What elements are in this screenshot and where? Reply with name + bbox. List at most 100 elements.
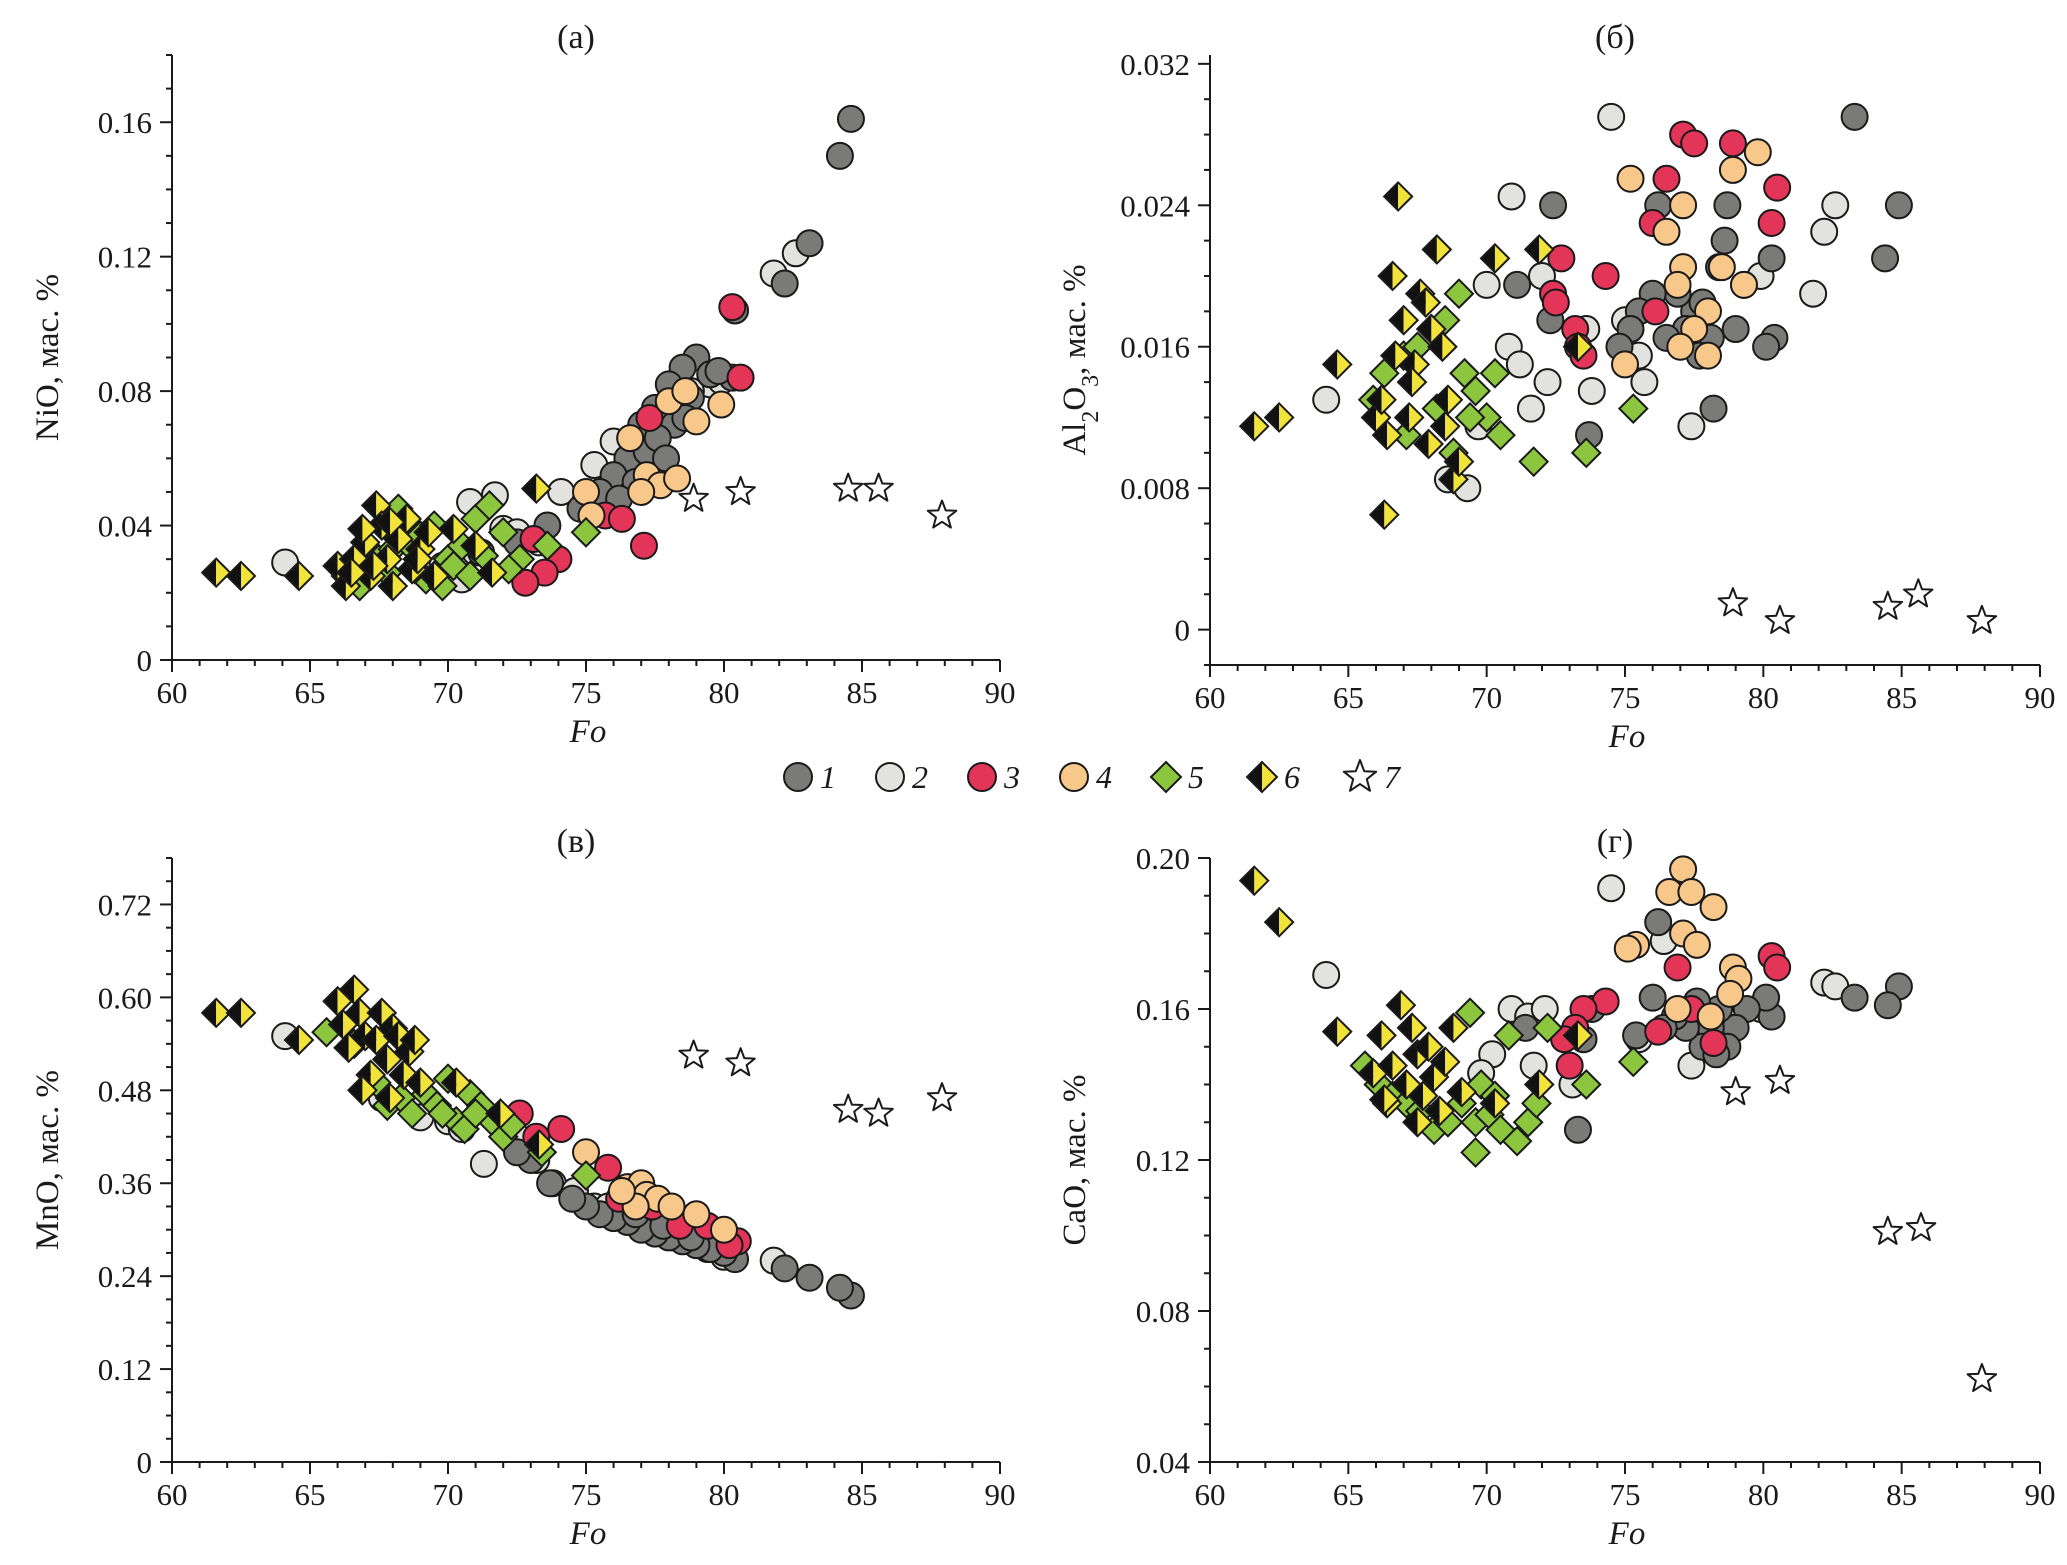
y-tick-label: 0.04 <box>1136 1445 1191 1480</box>
data-point-series-2 <box>1533 368 1562 397</box>
chart-panel-b: 60 65 70 75 80 85 90 0 0.008 0.016 0.024 0.032 Fo Al2… <box>1057 19 2056 755</box>
data-point-series-2 <box>1312 385 1341 414</box>
data-point-series-1 <box>1873 991 1902 1020</box>
data-point-series-4 <box>1666 332 1695 361</box>
y-axis-title: Al2O3, мас. % <box>1057 264 1104 455</box>
data-point-series-6 <box>476 557 508 589</box>
data-point-series-2 <box>1597 874 1626 903</box>
data-point-series-4 <box>1743 138 1772 167</box>
data-point-series-4 <box>1696 1002 1725 1031</box>
data-point-series-3 <box>547 1115 576 1144</box>
data-point-series-6 <box>1410 287 1442 318</box>
legend-item-2: 2 <box>875 759 928 795</box>
data-point-series-6 <box>460 530 492 562</box>
data-point-series-3 <box>1547 244 1576 273</box>
legend-label: 3 <box>1003 759 1020 795</box>
data-point-series-3 <box>1757 208 1786 237</box>
x-tick-label: 65 <box>1333 680 1364 715</box>
data-point-series-6 <box>1402 1106 1433 1138</box>
data-point-series-4 <box>710 1215 738 1244</box>
data-point-series-1 <box>795 1263 824 1292</box>
x-tick-label: 75 <box>571 675 602 710</box>
y-tick-label: 0.04 <box>98 509 153 544</box>
data-point-series-2 <box>1597 102 1626 131</box>
x-tick-label: 75 <box>1610 1477 1641 1512</box>
data-point-series-6 <box>1407 1080 1439 1112</box>
data-point-series-7 <box>678 482 709 512</box>
data-point-series-5 <box>1518 446 1550 478</box>
data-point-series-2 <box>1497 182 1526 211</box>
legend-item-7: 7 <box>1342 759 1402 795</box>
data-point-series-6 <box>523 1129 555 1160</box>
data-point-series-6 <box>1238 865 1270 897</box>
data-point-series-7 <box>926 1082 958 1112</box>
data-point-series-2 <box>1577 376 1606 405</box>
data-point-series-5 <box>1479 357 1511 389</box>
data-point-series-2 <box>1810 217 1839 246</box>
data-point-series-6 <box>1396 1012 1428 1044</box>
data-point-series-2 <box>1505 350 1534 379</box>
data-point-series-2 <box>469 1149 498 1178</box>
data-point-series-4 <box>572 477 600 506</box>
x-tick-label: 90 <box>2025 1477 2056 1512</box>
y-tick-label: 0.08 <box>98 374 152 409</box>
data-point-series-6 <box>1424 1095 1456 1127</box>
data-point-series-6 <box>402 543 434 575</box>
data-point-series-6 <box>1523 234 1555 265</box>
data-point-series-6 <box>1562 331 1594 363</box>
legend-item-4: 4 <box>1059 759 1112 795</box>
data-point-series-4 <box>682 407 711 436</box>
data-point-series-4 <box>1663 270 1692 299</box>
data-point-series-6 <box>1429 1046 1461 1078</box>
data-point-series-3 <box>629 531 658 560</box>
data-point-series-6 <box>1438 1012 1469 1044</box>
data-point-series-6 <box>347 513 378 545</box>
data-point-series-7 <box>1905 1212 1937 1242</box>
data-point-series-1 <box>1840 983 1869 1012</box>
data-point-series-7 <box>725 475 756 506</box>
data-point-series-6 <box>520 473 552 504</box>
data-point-series-1 <box>1752 332 1781 361</box>
panel-title: (г) <box>1597 823 1634 860</box>
y-tick-label: 0.024 <box>1120 188 1190 223</box>
data-point-series-7 <box>926 499 958 529</box>
data-point-series-6 <box>1479 242 1511 274</box>
data-point-series-3 <box>1555 1051 1584 1080</box>
data-point-series-7 <box>725 1047 756 1077</box>
legend-label: 6 <box>1284 759 1300 795</box>
data-point-series-5 <box>1617 393 1649 425</box>
data-point-series-6 <box>418 560 450 592</box>
data-point-series-1 <box>1884 191 1913 220</box>
data-point-series-1 <box>795 229 824 258</box>
data-point-series-7 <box>1903 578 1934 608</box>
data-point-series-3 <box>718 293 747 322</box>
legend-marker <box>1149 760 1183 794</box>
data-point-series-4 <box>1677 877 1706 906</box>
data-point-series-6 <box>1321 349 1353 380</box>
data-point-series-7 <box>832 1093 864 1123</box>
data-point-series-4 <box>1663 995 1692 1023</box>
data-point-series-3 <box>594 1153 623 1182</box>
data-point-series-4 <box>1694 341 1722 370</box>
data-point-series-7 <box>1764 1064 1796 1094</box>
data-point-series-6 <box>1377 1050 1409 1082</box>
data-point-series-1 <box>1699 394 1728 423</box>
data-point-series-5 <box>396 1098 428 1129</box>
data-point-series-5 <box>460 1098 492 1129</box>
y-tick-label: 0.08 <box>1136 1294 1190 1329</box>
data-point-series-6 <box>200 557 232 589</box>
x-tick-label: 80 <box>1748 680 1779 715</box>
data-point-series-6 <box>225 560 257 592</box>
data-point-series-3 <box>1652 164 1681 193</box>
data-point-series-4 <box>616 424 645 453</box>
data-point-series-6 <box>1371 419 1403 451</box>
x-tick-label: 65 <box>295 675 326 710</box>
y-tick-label: 0.48 <box>98 1073 152 1108</box>
legend-item-5: 5 <box>1149 759 1204 795</box>
data-point-series-3 <box>1680 129 1709 158</box>
data-point-series-6 <box>200 997 232 1029</box>
y-tick-label: 0.24 <box>98 1259 153 1294</box>
data-point-series-1 <box>558 1184 587 1213</box>
data-point-series-3 <box>511 568 540 597</box>
data-point-series-2 <box>1472 270 1501 299</box>
